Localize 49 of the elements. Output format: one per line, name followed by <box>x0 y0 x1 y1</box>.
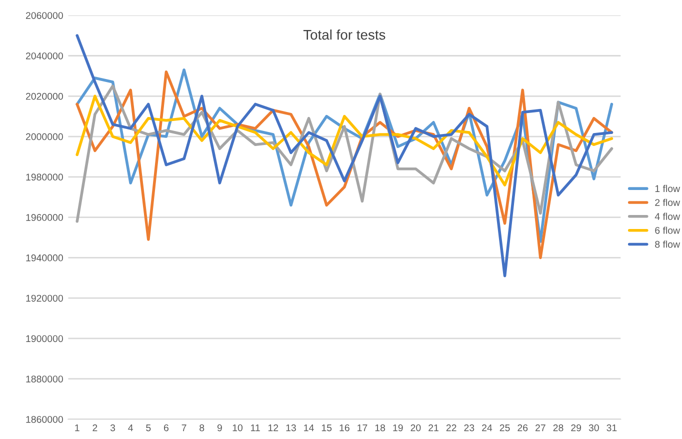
x-tick-label: 17 <box>358 424 368 432</box>
x-tick-label: 2 <box>92 424 98 432</box>
x-tick-label: 16 <box>340 424 350 432</box>
x-tick-label: 15 <box>322 424 332 432</box>
x-tick-label: 24 <box>482 424 492 432</box>
x-tick-label: 4 <box>128 424 133 432</box>
x-tick-label: 23 <box>464 424 474 432</box>
legend-label: 8 flow <box>655 240 680 248</box>
legend-label: 6 flow <box>655 226 680 234</box>
y-tick-label: 1960000 <box>26 214 63 221</box>
line-series <box>76 94 614 186</box>
x-tick-label: 21 <box>428 424 438 432</box>
y-tick-label: 1940000 <box>26 254 63 262</box>
x-tick-label: 10 <box>232 424 243 432</box>
legend-label: 4 flow <box>654 212 680 220</box>
y-tick-label: 2060000 <box>26 12 63 19</box>
x-tick-label: 25 <box>500 424 510 432</box>
y-tick-label: 2000000 <box>26 133 63 140</box>
x-tick-label: 31 <box>606 424 617 432</box>
x-tick-label: 1 <box>75 424 80 432</box>
y-tick-label: 1900000 <box>26 335 63 342</box>
x-tick-label: 22 <box>446 424 456 432</box>
legend-label: 1 flow <box>655 184 680 192</box>
x-tick-label: 3 <box>110 424 116 432</box>
x-tick-label: 29 <box>571 424 582 432</box>
x-tick-label: 18 <box>375 424 386 432</box>
x-tick-label: 8 <box>200 424 204 432</box>
y-tick-label: 1880000 <box>26 376 63 382</box>
x-tick-label: 5 <box>146 424 151 432</box>
x-tick-label: 11 <box>251 424 260 432</box>
y-tick-label: 2040000 <box>26 52 63 60</box>
y-tick-label: 1980000 <box>26 174 63 181</box>
x-tick-label: 14 <box>304 424 314 432</box>
x-tick-label: 26 <box>518 424 528 432</box>
x-tick-label: 7 <box>182 424 186 432</box>
x-tick-label: 30 <box>588 424 599 432</box>
x-tick-label: 9 <box>217 424 222 432</box>
legend-label: 2 flow <box>655 198 680 206</box>
x-tick-label: 12 <box>268 424 278 432</box>
x-tick-label: 20 <box>410 424 421 432</box>
y-tick-label: 2020000 <box>26 92 63 100</box>
y-tick-label: 1860000 <box>26 416 63 423</box>
x-tick-label: 6 <box>164 424 168 432</box>
y-tick-label: 1920000 <box>26 294 63 302</box>
text: Total for tests <box>303 30 386 40</box>
x-tick-label: 28 <box>553 424 564 432</box>
x-tick-label: 19 <box>393 424 403 432</box>
x-tick-label: 27 <box>536 424 546 432</box>
x-tick-label: 13 <box>286 424 296 432</box>
